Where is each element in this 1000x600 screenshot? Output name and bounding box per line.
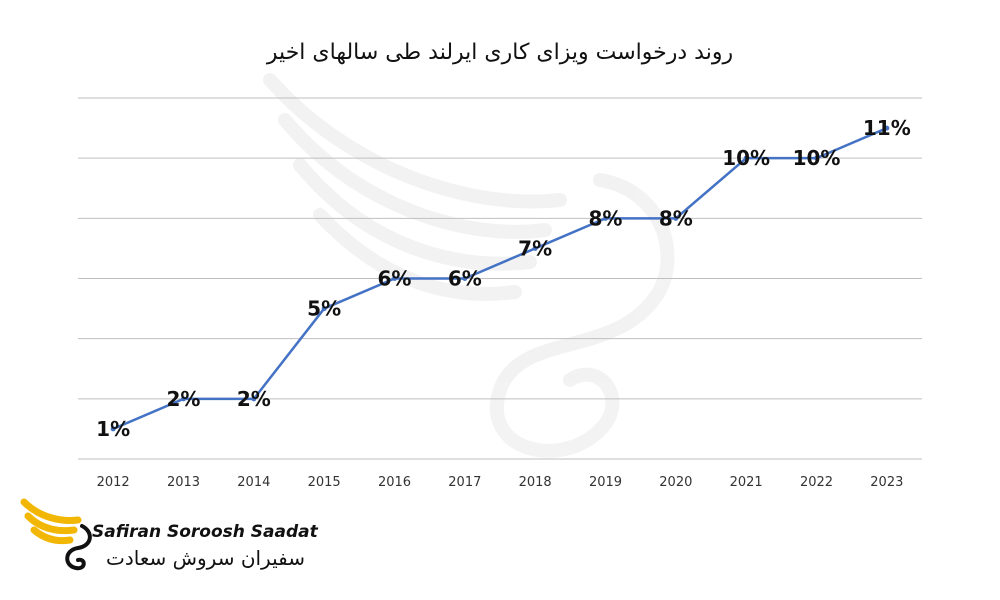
data-point [110,426,116,432]
data-point [251,396,257,402]
data-point [462,276,468,281]
data-label: 5% [307,297,341,321]
data-label: 10% [793,146,841,170]
s-mark [65,524,92,571]
x-tick-label: 2023 [870,475,903,490]
data-point [321,306,327,312]
wing-stroke [24,512,78,535]
data-point [673,215,679,221]
x-tick-label: 2020 [659,475,692,490]
brand-logo: Safiran Soroosh Saadat سفیران سروش سعادت [20,492,318,588]
x-tick-label: 2014 [237,475,270,490]
brand-name-en: Safiran Soroosh Saadat [92,522,318,542]
data-label: 10% [722,146,770,170]
wing-stroke [20,498,82,524]
data-point [181,396,186,402]
x-tick-label: 2015 [308,475,341,490]
chart-title: روند درخواست ویزای کاری ایرلند طی سالهای… [266,40,734,65]
data-label: 11% [863,116,911,140]
x-tick-label: 2016 [378,475,411,490]
data-point [814,155,819,161]
x-tick-label: 2018 [519,475,552,490]
watermark-bird [263,73,675,458]
data-label: 2% [167,387,201,411]
x-tick-label: 2017 [448,475,481,490]
wing-stroke [30,526,74,545]
x-tick-label: 2013 [167,475,200,490]
data-label: 8% [659,206,693,230]
data-label: 7% [518,236,552,260]
data-point [532,245,538,251]
x-tick-label: 2021 [730,475,763,490]
series-line [112,126,888,431]
data-point [603,215,608,221]
data-label: 6% [378,267,412,291]
data-label: 8% [589,206,623,230]
data-label: 2% [237,387,271,411]
brand-name-fa: سفیران سروش سعادت [106,546,306,570]
x-tick-label: 2019 [589,475,622,490]
data-point [743,155,749,161]
wing-logo-icon [20,498,92,571]
x-tick-label: 2022 [800,475,833,490]
data-point [884,125,890,131]
data-point [392,276,397,281]
data-label: 1% [96,417,130,441]
data-label: 6% [448,267,482,291]
x-tick-label: 2012 [97,475,130,490]
